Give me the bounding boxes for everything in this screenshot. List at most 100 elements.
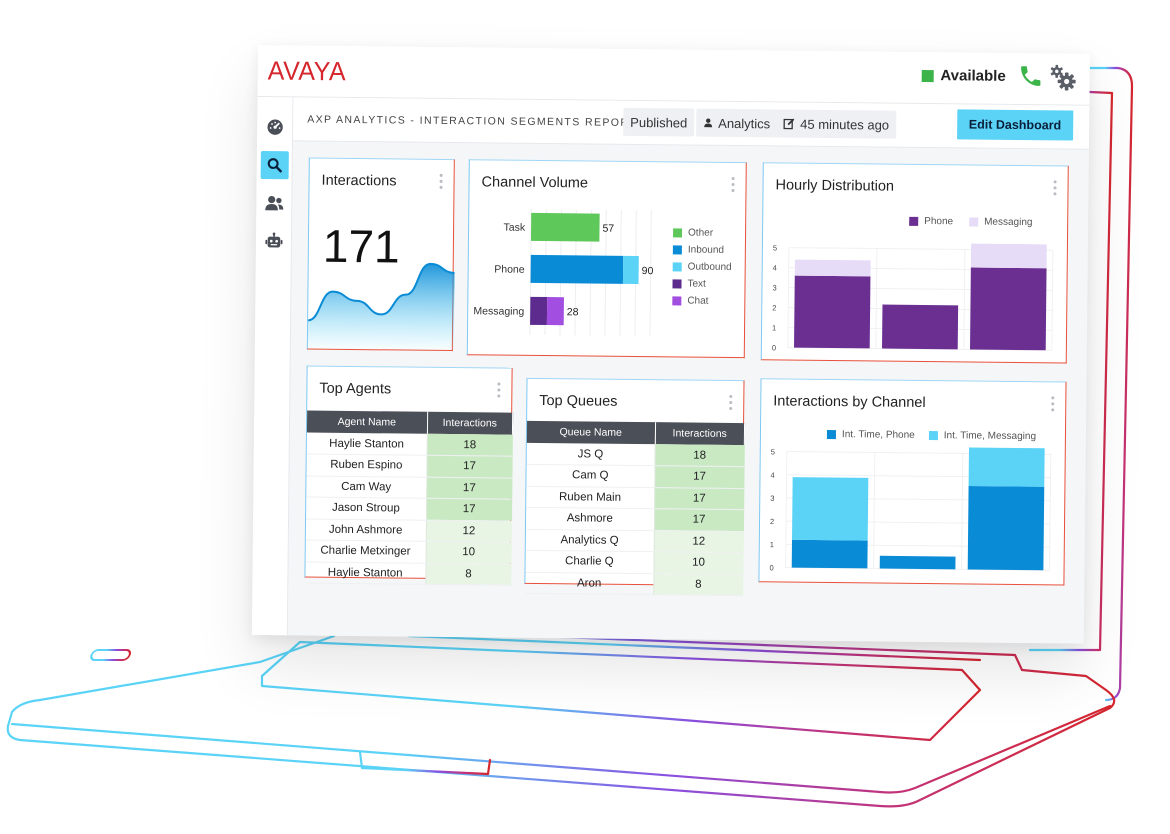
grid-line bbox=[875, 248, 878, 349]
bar-segment bbox=[546, 297, 564, 326]
name-cell: Cam Way bbox=[306, 475, 427, 499]
channel-volume-card: Channel Volume Task 57 Phone 90 Messaging 28 … bbox=[466, 159, 747, 359]
table-row[interactable]: Charlie Metxinger 10 bbox=[305, 540, 512, 564]
hourly-distribution-chart: 0 1 2 3 4 5 bbox=[772, 243, 1054, 352]
card-menu-icon[interactable] bbox=[497, 382, 501, 401]
top-bar: AVAYA Available bbox=[257, 45, 1090, 106]
bar-segment bbox=[879, 555, 956, 570]
card-menu-icon[interactable] bbox=[439, 173, 443, 192]
interactions-cell: 17 bbox=[426, 498, 512, 521]
bar-segment bbox=[792, 477, 869, 541]
y-tick-label: 5 bbox=[773, 243, 777, 252]
grid-line bbox=[649, 210, 652, 337]
grid-line bbox=[787, 247, 790, 348]
status-indicator bbox=[921, 69, 934, 82]
table-row[interactable]: Ashmore 17 bbox=[525, 507, 744, 532]
name-cell: John Ashmore bbox=[305, 518, 427, 542]
table-row[interactable]: Ruben Main 17 bbox=[526, 485, 744, 510]
sidebar-item-bots[interactable] bbox=[260, 227, 288, 255]
last-updated-badge: 45 minutes ago bbox=[776, 109, 897, 139]
column-header[interactable]: Interactions bbox=[426, 411, 513, 435]
keyboard-keys bbox=[90, 649, 131, 661]
owner-label: Analytics bbox=[718, 115, 771, 131]
name-cell: Aron bbox=[525, 571, 654, 595]
table-row[interactable]: Haylie Stanton 18 bbox=[306, 432, 513, 457]
y-tick-label: 1 bbox=[772, 323, 776, 332]
y-tick-label: 4 bbox=[770, 471, 774, 480]
edit-icon bbox=[783, 118, 795, 130]
table-row[interactable]: JS Q 18 bbox=[526, 442, 745, 467]
interactions-cell: 10 bbox=[425, 541, 512, 564]
user-icon bbox=[704, 118, 713, 128]
card-menu-icon[interactable] bbox=[1051, 396, 1055, 414]
interactions-cell: 17 bbox=[653, 508, 744, 532]
card-title: Top Agents bbox=[319, 380, 392, 398]
table-row[interactable]: Cam Q 17 bbox=[526, 464, 745, 489]
table-row[interactable]: Ruben Espino 17 bbox=[306, 454, 513, 478]
interactions-cell: 12 bbox=[653, 530, 744, 553]
legend-item-outbound: Outbound bbox=[672, 258, 732, 276]
column-header[interactable]: Queue Name bbox=[526, 420, 656, 445]
y-tick-label: 0 bbox=[772, 343, 776, 352]
edit-dashboard-button[interactable]: Edit Dashboard bbox=[956, 109, 1074, 141]
card-menu-icon[interactable] bbox=[731, 176, 735, 195]
name-cell: Cam Q bbox=[526, 464, 655, 488]
y-tick-label: 5 bbox=[771, 447, 775, 456]
interactions-cell: 17 bbox=[426, 476, 512, 500]
name-cell: Charlie Q bbox=[525, 550, 654, 574]
bar-total-label: 57 bbox=[602, 223, 614, 235]
left-sidebar bbox=[251, 96, 294, 636]
gear-icon[interactable] bbox=[1048, 62, 1078, 92]
table-row[interactable]: Charlie Q 10 bbox=[525, 550, 744, 575]
report-title: AXP ANALYTICS - INTERACTION SEGMENTS REP… bbox=[307, 113, 638, 129]
table-row[interactable]: Analytics Q 12 bbox=[525, 528, 744, 553]
dashboard-screen: AVAYA Available bbox=[251, 45, 1090, 644]
card-menu-icon[interactable] bbox=[729, 394, 733, 413]
card-title: Interactions bbox=[321, 172, 397, 190]
legend-item-inbound: Inbound bbox=[672, 241, 732, 259]
table-row[interactable]: Cam Way 17 bbox=[306, 475, 512, 500]
interactions-by-channel-card: Interactions by Channel Int. Time, Phone… bbox=[758, 378, 1067, 586]
category-label: Task bbox=[503, 222, 525, 234]
column-header[interactable]: Interactions bbox=[654, 422, 745, 446]
grid-line bbox=[961, 453, 964, 570]
column-header[interactable]: Agent Name bbox=[306, 410, 428, 434]
interactions-cell: 17 bbox=[654, 487, 744, 510]
top-agents-table: Agent Name Interactions Haylie Stanton 18… bbox=[305, 410, 513, 586]
card-menu-icon[interactable] bbox=[1053, 180, 1057, 198]
sidebar-item-search[interactable] bbox=[260, 151, 289, 180]
bar-segment bbox=[791, 539, 868, 569]
legend-item-chat: Chat bbox=[672, 292, 731, 310]
availability-status[interactable]: Available bbox=[921, 67, 1006, 85]
card-title: Hourly Distribution bbox=[775, 177, 895, 195]
report-header: AXP ANALYTICS - INTERACTION SEGMENTS REP… bbox=[292, 97, 1090, 150]
bar-segment bbox=[530, 296, 548, 326]
table-row[interactable]: Jason Stroup 17 bbox=[306, 497, 512, 521]
hourly-distribution-card: Hourly Distribution Phone Messaging 0 1 2 3… bbox=[760, 162, 1069, 364]
interactions-cell: 10 bbox=[653, 551, 744, 575]
updated-label: 45 minutes ago bbox=[800, 116, 890, 133]
interactions-card: Interactions 171 bbox=[306, 157, 455, 352]
bar-segment bbox=[970, 243, 1047, 269]
grid-line bbox=[1049, 454, 1052, 571]
name-cell: Ruben Espino bbox=[306, 454, 427, 477]
top-agents-card: Top Agents Agent Name Interactions Hayli… bbox=[304, 365, 513, 586]
name-cell: Ruben Main bbox=[526, 485, 655, 509]
category-label: Phone bbox=[494, 263, 525, 275]
name-cell: JS Q bbox=[526, 442, 655, 466]
y-tick-label: 3 bbox=[770, 494, 774, 503]
sidebar-item-dashboard[interactable] bbox=[261, 113, 289, 141]
interactions-cell: 18 bbox=[426, 433, 513, 457]
y-tick-label: 4 bbox=[773, 263, 777, 272]
table-row[interactable]: Aron 8 bbox=[525, 571, 743, 596]
grid-line bbox=[963, 249, 966, 350]
phone-icon[interactable] bbox=[1018, 63, 1044, 89]
card-title: Top Queues bbox=[539, 392, 618, 410]
sidebar-item-users[interactable] bbox=[260, 189, 288, 217]
table-row[interactable]: Haylie Stanton 8 bbox=[305, 561, 512, 586]
bar-segment bbox=[794, 259, 871, 277]
bar-segment bbox=[882, 304, 959, 350]
table-row[interactable]: John Ashmore 12 bbox=[305, 518, 512, 543]
